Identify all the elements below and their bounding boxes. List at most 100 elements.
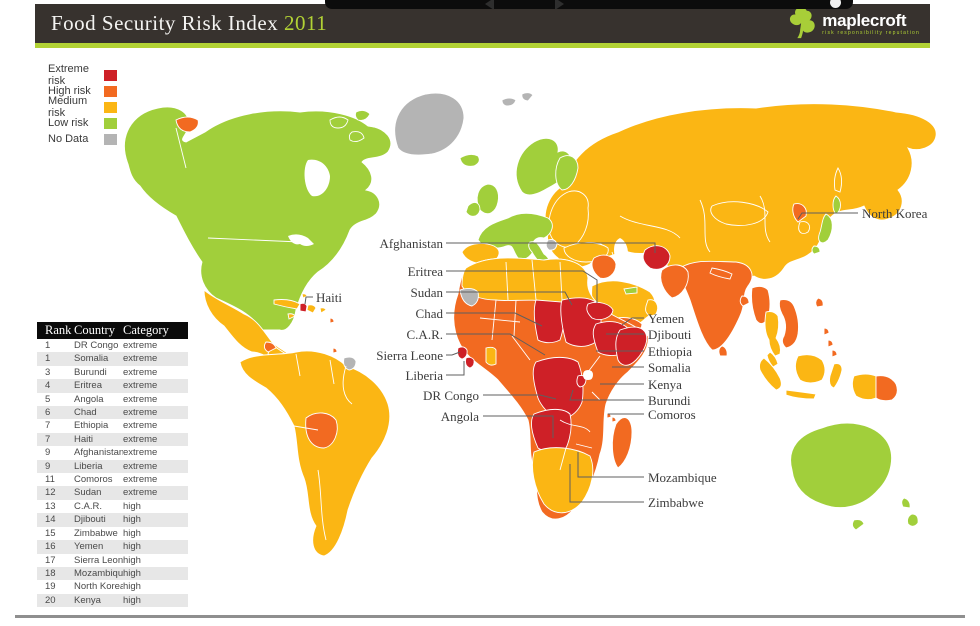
region-liberia (465, 356, 475, 369)
region-western-sahara (459, 287, 479, 307)
table-row: 12 Sudan extreme (37, 486, 188, 500)
region-ghana (485, 346, 497, 366)
region-tasmania (851, 519, 865, 531)
map-label-djibouti: Djibouti (648, 327, 692, 342)
footer-rule (15, 615, 965, 618)
table-row: 9 Liberia extreme (37, 459, 188, 474)
map-label-burundi: Burundi (648, 393, 691, 408)
region-french-guiana (343, 356, 357, 371)
region-chad (533, 299, 565, 344)
table-row: 15 Zimbabwe high (45, 527, 141, 539)
table-row: 7 Ethiopia extreme (45, 420, 158, 432)
legend-item-medium: Medium risk (48, 95, 117, 119)
region-new-zealand (901, 497, 911, 509)
map-label-kenya: Kenya (648, 377, 682, 392)
region-greenland (394, 92, 465, 156)
table-row: 9 Afghanistan extreme (45, 447, 158, 459)
table-row: 16 Yemen high (37, 540, 188, 554)
map-label-liberia: Liberia (405, 368, 443, 383)
region-western-europe (477, 212, 553, 261)
title-year: 2011 (284, 11, 328, 35)
map-label-sierra-leone: Sierra Leone (376, 348, 443, 363)
maplecroft-leaf-icon (790, 6, 816, 38)
region-indochina (778, 299, 799, 349)
table-row: 1 DR Congo extreme (45, 340, 158, 351)
continent-south-america (239, 350, 391, 557)
table-row: 19 North Korea high (45, 581, 141, 593)
maplecroft-logo: maplecroft risk responsibility reputatio… (788, 6, 920, 41)
map-label-yemen: Yemen (648, 311, 685, 326)
next-arrow-icon[interactable] (555, 0, 564, 9)
region-bolivia (305, 412, 338, 449)
table-row: 17 Sierra Leone high (45, 554, 141, 566)
region-comoros (606, 412, 617, 423)
region-afghanistan (642, 245, 671, 270)
toolbar-knob-icon[interactable] (830, 0, 841, 8)
map-label-haiti: Haiti (316, 290, 342, 305)
map-label-zimbabwe: Zimbabwe (648, 495, 704, 510)
region-philippines (823, 327, 838, 358)
map-label-car: C.A.R. (406, 327, 443, 342)
legend-swatch-low (104, 117, 117, 129)
region-iceland (459, 153, 480, 167)
brand-tagline: risk responsibility reputation (822, 29, 920, 36)
legend-swatch-extreme (104, 69, 117, 81)
legend-label: No Data (48, 133, 89, 145)
table-row: 20 Kenya high (37, 593, 188, 608)
table-row: 18 Mozambique high (37, 566, 188, 581)
col-category: Category (123, 322, 188, 339)
legend-swatch-high (104, 85, 117, 97)
region-cuba (273, 299, 301, 310)
brand-name: maplecroft (822, 10, 907, 30)
region-eritrea (586, 301, 614, 321)
map-label-dr-congo: DR Congo (423, 388, 479, 403)
region-india (679, 260, 753, 351)
previous-arrow-icon[interactable] (485, 0, 494, 9)
map-label-chad: Chad (415, 306, 443, 321)
title-text: Food Security Risk Index (51, 11, 279, 35)
legend-item-extreme: Extreme risk (48, 63, 117, 87)
region-east-asia (751, 195, 898, 402)
col-rank: Rank (37, 322, 74, 339)
page-title: Food Security Risk Index 2011 (51, 11, 327, 36)
legend-label: Medium risk (48, 95, 88, 119)
region-pakistan (660, 264, 689, 299)
table-row: 3 Burundi extreme (45, 366, 158, 378)
region-sumatra (759, 357, 782, 391)
table-row: 1 Somalia extreme (37, 352, 188, 366)
map-label-comoros: Comoros (648, 407, 696, 422)
legend-item-nodata: No Data (48, 131, 117, 147)
viewer-toolbar[interactable] (325, 0, 853, 9)
region-madagascar (611, 417, 633, 469)
region-taiwan (815, 297, 824, 308)
leader-lines (304, 212, 858, 503)
table-row: 13 C.A.R. high (45, 500, 141, 512)
table-row: 5 Angola extreme (45, 393, 158, 405)
legend-label: Extreme risk (48, 63, 89, 87)
legend-label: Low risk (48, 117, 89, 129)
table-row: 4 Eritrea extreme (37, 379, 188, 393)
region-burundi (576, 374, 587, 388)
map-label-mozambique: Mozambique (648, 470, 717, 485)
legend-item-high: High risk (48, 83, 117, 99)
legend-swatch-nodata (104, 133, 117, 145)
map-label-afghanistan: Afghanistan (379, 236, 443, 251)
rank-table: Rank Country Category 1 DR Congo extreme 1… (37, 322, 188, 608)
map-label-angola: Angola (440, 409, 479, 424)
continent-oceania (790, 422, 919, 531)
table-row: 11 Comoros extreme (45, 474, 158, 486)
legend-item-low: Low risk (48, 115, 117, 131)
region-png (875, 375, 898, 402)
map-label-somalia: Somalia (648, 360, 691, 375)
map-label-sudan: Sudan (410, 285, 444, 300)
legend-swatch-medium (104, 101, 117, 113)
region-uk (476, 183, 499, 215)
region-north-korea (792, 203, 807, 223)
table-row: 6 Chad extreme (37, 406, 188, 420)
continent-north-america (124, 106, 392, 371)
map-label-eritrea: Eritrea (407, 264, 443, 279)
region-sierra-leone (457, 346, 468, 360)
map-label-north-korea: North Korea (862, 206, 928, 221)
region-japan (832, 195, 841, 215)
region-australia (790, 422, 893, 508)
